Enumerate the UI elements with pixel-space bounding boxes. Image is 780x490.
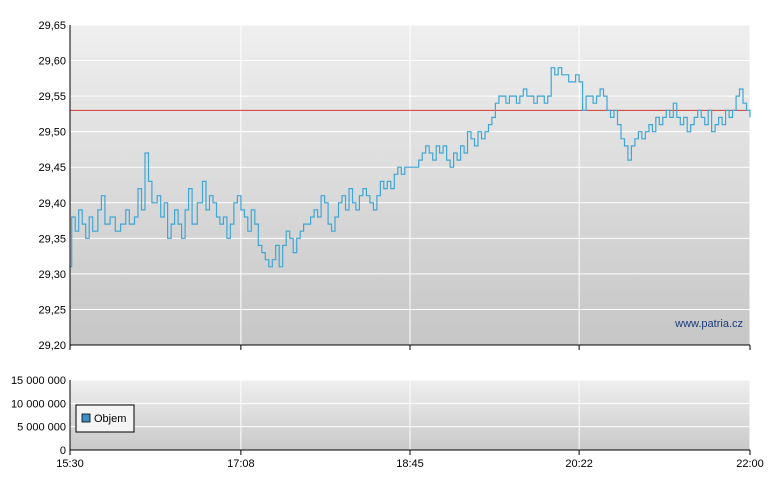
x-tick-label: 20:22 — [565, 458, 593, 470]
volume-y-tick-label: 5 000 000 — [17, 422, 66, 434]
price-y-tick-label: 29,50 — [38, 127, 66, 139]
volume-panel: 0 5 000 000 10 000 000 15 000 000 15:30 17:0… — [11, 375, 764, 470]
price-y-tick-label: 29,40 — [38, 198, 66, 210]
x-tick-label: 15:30 — [56, 458, 84, 470]
price-y-tick-label: 29,55 — [38, 91, 66, 103]
price-y-tick-label: 29,25 — [38, 304, 66, 316]
volume-y-tick-label: 15 000 000 — [11, 375, 66, 387]
price-y-tick-label: 29,45 — [38, 162, 66, 174]
volume-y-tick-label: 10 000 000 — [11, 398, 66, 410]
price-y-tick-labels: 29,20 29,25 29,30 29,35 29,40 29,45 29,50 29,55… — [38, 20, 66, 352]
volume-x-tick-labels: 15:30 17:08 18:45 20:22 22:00 — [56, 450, 764, 470]
price-y-tick-label: 29,20 — [38, 340, 66, 352]
legend: Objem — [75, 404, 135, 433]
price-y-tick-label: 29,60 — [38, 56, 66, 68]
x-tick-label: 17:08 — [227, 458, 255, 470]
price-x-ticks — [69, 345, 751, 350]
price-y-tick-label: 29,35 — [38, 233, 66, 245]
volume-y-tick-labels: 0 5 000 000 10 000 000 15 000 000 — [11, 375, 66, 457]
price-y-tick-label: 29,65 — [38, 20, 66, 32]
watermark: www.patria.cz — [674, 318, 743, 330]
volume-y-tick-label: 0 — [60, 445, 66, 457]
legend-label: Objem — [94, 413, 126, 425]
x-tick-label: 18:45 — [396, 458, 424, 470]
price-line — [70, 67, 751, 268]
legend-swatch — [81, 413, 91, 423]
price-y-tick-label: 29,30 — [38, 269, 66, 281]
price-panel: 29,20 29,25 29,30 29,35 29,40 29,45 29,50 29,55… — [38, 20, 751, 352]
x-tick-label: 22:00 — [736, 458, 764, 470]
legend-box — [75, 404, 135, 433]
volume-grid — [70, 379, 751, 450]
